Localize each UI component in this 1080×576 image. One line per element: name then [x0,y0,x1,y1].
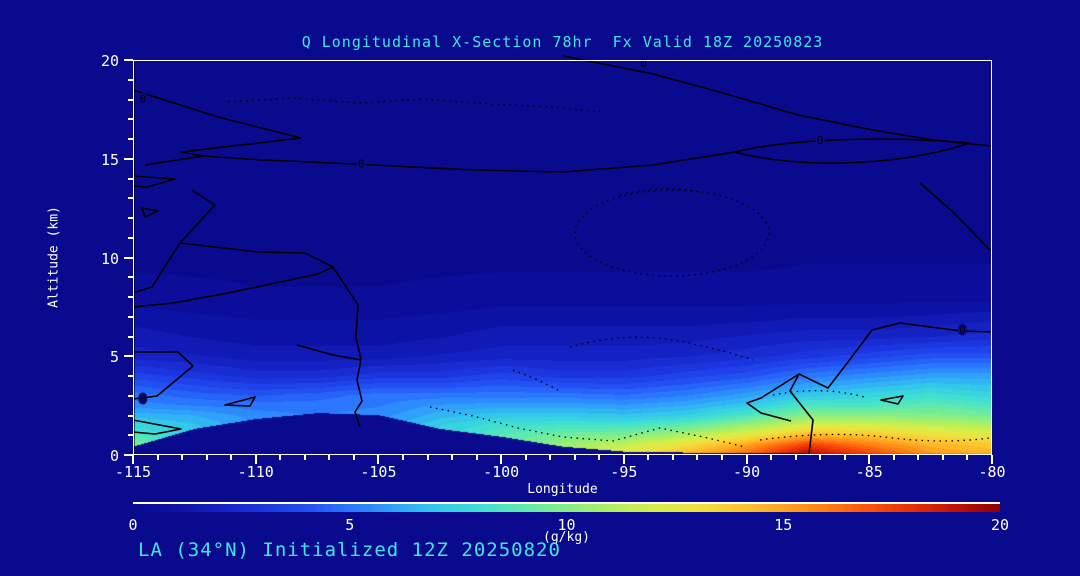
contour-zero-label: 0 [640,57,647,70]
x-axis-label: Longitude [527,482,598,497]
x-major-tick [991,455,993,464]
contour-zero-label: 0 [358,158,365,171]
dotted-contour-lines [227,97,991,448]
contour-zero-label: 0 [140,93,147,106]
colorbar-units-label: (g/kg) [543,530,590,545]
x-minor-tick [696,455,699,460]
y-major-tick [124,59,133,61]
y-minor-tick [128,276,133,279]
plot-area: 0 0 0 0 0 0 -115 -110 -105 -100 -95 -90 -85 -80 0 5 10 1… [101,52,1006,481]
y-minor-tick [128,138,133,140]
x-major-tick [132,455,134,464]
contour-zero-label: 0 [140,393,147,406]
x-minor-tick [328,455,331,460]
x-minor-tick [917,455,920,460]
x-tick-label: -100 [483,463,520,481]
x-tick-label: -115 [114,463,152,481]
x-major-tick [622,455,625,464]
y-axis-label: Altitude (km) [46,206,62,308]
y-minor-tick [128,98,133,101]
y-minor-tick [128,315,133,318]
x-major-tick [868,455,871,464]
y-tick-label: 15 [100,150,119,169]
x-minor-tick [230,455,233,460]
x-minor-tick [598,455,601,460]
solid-contour-lines [132,55,993,455]
colorbar-tick-label: 20 [990,516,1010,534]
x-minor-tick [156,455,159,460]
x-minor-tick [401,455,404,460]
y-minor-tick [128,177,133,180]
contour-zero-label: 0 [817,134,824,147]
y-major-tick [124,157,133,160]
x-minor-tick [647,455,650,460]
x-minor-tick [451,455,454,460]
x-minor-tick [573,455,576,460]
x-major-tick [377,455,380,464]
y-minor-tick [128,217,133,219]
y-minor-tick [128,394,133,397]
y-minor-tick [128,375,133,377]
contour-zero-labels: 0 0 0 0 0 0 [138,55,968,408]
y-major-tick [124,454,133,456]
colorbar-tick-label: 5 [345,516,355,534]
x-minor-tick [475,455,478,460]
y-minor-tick [128,118,133,121]
y-minor-tick [128,434,133,437]
x-minor-tick [671,455,674,460]
x-minor-tick [426,455,429,460]
x-tick-label: -85 [855,463,883,481]
x-minor-tick [181,455,184,460]
colorbar-tick-label: 0 [128,516,138,534]
x-minor-tick [819,455,822,460]
x-minor-tick [352,455,355,460]
x-minor-tick [941,455,944,460]
x-major-tick [500,455,503,464]
y-minor-tick [128,78,133,81]
y-tick-label: 5 [109,348,119,367]
y-major-tick [124,256,133,259]
y-tick-label: 10 [100,249,119,268]
y-major-tick [124,355,133,358]
x-tick-label: -110 [237,463,274,481]
x-minor-tick [524,455,527,460]
x-tick-label: -80 [978,463,1006,481]
x-minor-tick [966,455,969,460]
x-tick-label: -90 [733,463,761,481]
x-minor-tick [770,455,773,460]
x-minor-tick [549,455,552,460]
x-major-tick [745,455,748,464]
y-tick-label: 0 [109,447,119,465]
contour-overlay: 0 0 0 0 0 0 [132,55,993,455]
x-minor-tick [303,455,306,460]
y-minor-tick [128,236,133,239]
y-minor-tick [128,335,133,338]
contour-zero-label: 0 [959,324,966,337]
colorbar-tick-label: 15 [774,516,793,534]
x-major-tick [254,455,257,464]
colorbar-gradient [133,504,1000,512]
x-tick-label: -95 [610,463,638,481]
x-tick-label: -105 [360,463,397,481]
colorbar: 0 5 10 15 20 [128,502,1009,534]
page-title: Q Longitudinal X-Section 78hr Fx Valid 1… [301,33,824,51]
init-caption: LA (34°N) Initialized 12Z 20250820 [138,539,561,561]
x-minor-tick [721,455,724,460]
y-minor-tick [128,197,133,200]
colorbar-axis-line [133,502,1000,504]
x-minor-tick [843,455,846,460]
x-minor-tick [794,455,797,460]
colorbar-tick-label: 10 [557,516,576,534]
y-tick-label: 20 [100,52,119,70]
y-minor-tick [128,296,133,298]
x-minor-tick [279,455,282,460]
x-minor-tick [892,455,895,460]
x-minor-tick [205,455,208,460]
y-minor-tick [128,414,133,417]
